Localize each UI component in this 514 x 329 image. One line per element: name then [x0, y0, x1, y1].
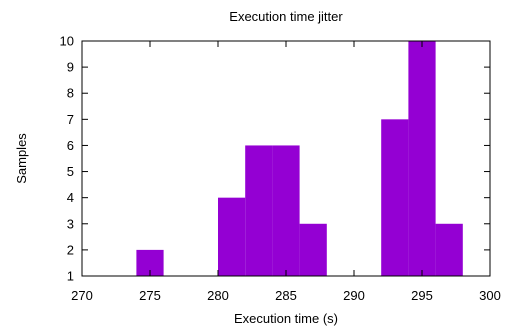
histogram-bar [218, 197, 246, 276]
x-axis-ticks: 270 275 280 285 290 295 300 [71, 41, 501, 303]
y-tick-label: 7 [67, 112, 74, 127]
histogram-bar [299, 223, 327, 276]
y-tick-label: 10 [60, 34, 74, 49]
histogram-bar [435, 223, 463, 276]
x-tick-label: 270 [71, 288, 93, 303]
y-tick-label: 5 [67, 164, 74, 179]
x-tick-label: 285 [275, 288, 297, 303]
chart-title: Execution time jitter [229, 9, 343, 24]
x-tick-label: 300 [479, 288, 501, 303]
histogram-bar [272, 145, 300, 276]
histogram-bar [408, 41, 436, 276]
y-tick-label: 4 [67, 190, 74, 205]
x-tick-label: 295 [411, 288, 433, 303]
x-axis-title: Execution time (s) [234, 311, 338, 326]
x-tick-label: 275 [139, 288, 161, 303]
y-tick-label: 1 [67, 269, 74, 284]
histogram-bar [381, 119, 409, 276]
x-tick-label: 280 [207, 288, 229, 303]
bars-group [136, 41, 463, 276]
x-tick-label: 290 [343, 288, 365, 303]
y-axis-ticks: 1 2 3 4 5 6 7 8 9 10 [60, 34, 490, 284]
y-axis-title: Samples [14, 133, 29, 184]
y-tick-label: 2 [67, 242, 74, 257]
y-tick-label: 3 [67, 216, 74, 231]
y-tick-label: 8 [67, 86, 74, 101]
histogram-bar [245, 145, 273, 276]
y-tick-label: 6 [67, 138, 74, 153]
y-tick-label: 9 [67, 60, 74, 75]
